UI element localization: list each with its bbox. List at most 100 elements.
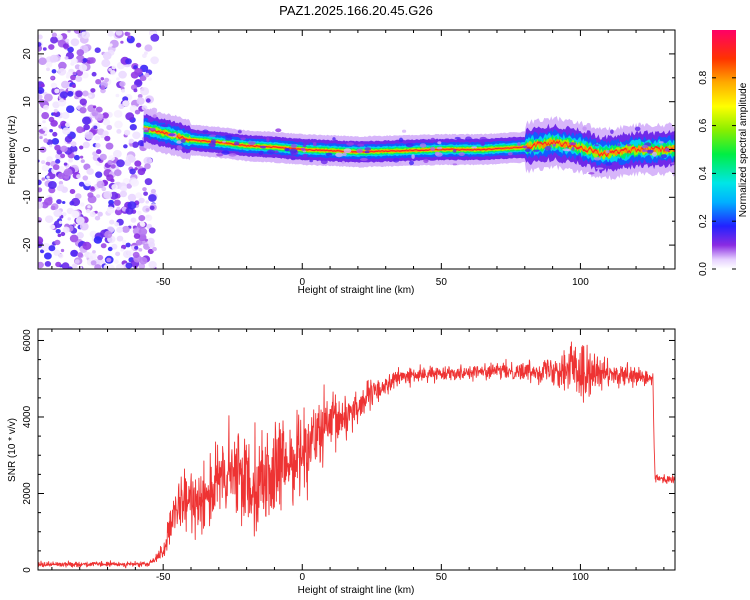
- noise-blob: [41, 164, 50, 172]
- noise-blob: [103, 191, 113, 199]
- ridge-sidelobe: [266, 149, 275, 154]
- noise-blob: [135, 239, 143, 246]
- noise-blob: [109, 219, 115, 225]
- ridge-sidelobe: [437, 141, 442, 145]
- noise-blob: [102, 112, 109, 119]
- ridge-sidelobe: [335, 152, 343, 158]
- noise-blob: [140, 87, 150, 96]
- snr-x-tick-label: 50: [436, 572, 448, 583]
- noise-blob: [53, 209, 62, 218]
- noise-blob: [67, 86, 74, 93]
- noise-blob: [138, 227, 148, 236]
- ridge-sidelobe: [571, 147, 575, 151]
- snr-panel: -50 0 50 100 0 2000 4000 6000 Height of straig…: [7, 328, 676, 596]
- noise-blob: [47, 196, 53, 202]
- ridge-sidelobe: [594, 144, 599, 147]
- noise-blob: [92, 105, 97, 109]
- noise-blob: [148, 241, 155, 248]
- noise-blob: [138, 215, 146, 222]
- noise-blob: [76, 49, 85, 56]
- noise-blob: [43, 104, 49, 110]
- noise-blob: [147, 248, 154, 255]
- noise-blob: [71, 84, 76, 88]
- noise-blob: [140, 222, 146, 227]
- ridge-sidelobe: [176, 140, 182, 144]
- spectrogram-y-tick-label: 20: [22, 48, 33, 60]
- ridge-sidelobe: [320, 159, 328, 165]
- noise-blob: [48, 181, 57, 189]
- noise-blob: [49, 144, 53, 148]
- noise-blob: [100, 85, 106, 90]
- ridge-sidelobe: [225, 137, 233, 141]
- ridge-sidelobe: [419, 143, 427, 148]
- noise-blob: [55, 261, 62, 268]
- noise-blob: [38, 179, 42, 186]
- noise-blob: [64, 135, 73, 143]
- noise-blob: [52, 131, 58, 137]
- noise-blob: [107, 160, 113, 165]
- ridge-sidelobe: [652, 151, 657, 157]
- ridge-sidelobe: [233, 141, 240, 146]
- noise-blob: [62, 127, 71, 135]
- spectrogram-heatmap: [38, 30, 675, 269]
- noise-blob: [71, 263, 78, 269]
- noise-blob: [144, 163, 151, 170]
- noise-blob: [64, 56, 69, 60]
- ridge-sidelobe: [402, 129, 407, 133]
- noise-blob: [111, 184, 118, 190]
- noise-blob: [148, 261, 157, 269]
- snr-x-ticks: -50 0 50 100: [51, 329, 665, 583]
- noise-blob: [102, 51, 112, 60]
- spectrogram-x-tick-label: -50: [156, 277, 171, 288]
- noise-blob: [86, 168, 94, 175]
- noise-blob: [40, 83, 45, 88]
- noise-blob: [147, 77, 152, 81]
- ridge-sidelobe: [525, 148, 531, 153]
- noise-blob: [69, 189, 76, 194]
- colorbar-scale: [712, 30, 736, 269]
- noise-blob: [137, 140, 145, 147]
- noise-blob: [38, 261, 44, 269]
- noise-blob: [70, 57, 78, 65]
- noise-blob: [38, 57, 47, 65]
- noise-blob: [60, 153, 66, 159]
- noise-blob: [115, 263, 124, 269]
- noise-blob: [110, 164, 116, 169]
- ridge-sidelobe: [605, 162, 613, 166]
- noise-blob: [114, 169, 122, 177]
- noise-blob: [46, 156, 53, 163]
- noise-blob: [38, 236, 44, 245]
- noise-blob: [148, 194, 157, 202]
- noise-blob: [58, 180, 64, 185]
- ridge-sidelobe: [610, 129, 614, 134]
- noise-blob: [88, 94, 93, 98]
- ridge-sidelobe: [176, 145, 183, 151]
- noise-blob: [50, 120, 58, 127]
- noise-blob: [78, 181, 85, 187]
- ridge-sidelobe: [160, 124, 169, 128]
- noise-blob: [41, 112, 50, 120]
- noise-blob: [139, 256, 148, 265]
- noise-blob: [128, 138, 134, 144]
- noise-blob: [150, 33, 160, 42]
- ridge-band-layer: [143, 117, 675, 167]
- noise-blob: [82, 116, 91, 125]
- ridge-sidelobe: [409, 160, 414, 166]
- ridge-sidelobe: [480, 141, 485, 146]
- noise-blob: [135, 42, 142, 48]
- noise-blob: [72, 71, 77, 76]
- noise-blob: [67, 90, 74, 97]
- noise-blob: [122, 100, 130, 107]
- noise-blob: [95, 79, 102, 85]
- noise-blob: [90, 88, 96, 93]
- ridge-sidelobe: [627, 143, 631, 147]
- noise-blob: [59, 91, 68, 99]
- spectrogram-x-tick-label: 100: [572, 277, 589, 288]
- noise-blob: [125, 242, 131, 248]
- noise-blob: [116, 206, 121, 211]
- noise-blob: [125, 262, 133, 269]
- spectrogram-y-axis-label: Frequency (Hz): [7, 116, 18, 185]
- noise-blob: [96, 180, 105, 189]
- ridge-sidelobe: [398, 161, 402, 165]
- ridge-sidelobe: [309, 159, 314, 163]
